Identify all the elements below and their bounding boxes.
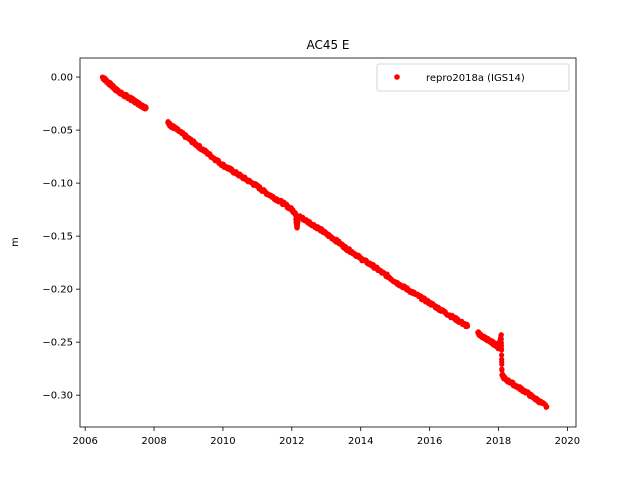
x-tick-label: 2010 bbox=[210, 436, 235, 447]
data-point bbox=[498, 336, 504, 342]
y-tick-label: 0.00 bbox=[51, 73, 73, 84]
data-point bbox=[498, 347, 505, 353]
x-tick-label: 2016 bbox=[417, 436, 442, 447]
plot-frame bbox=[79, 57, 577, 428]
x-tick-label: 2018 bbox=[486, 436, 511, 447]
data-point bbox=[544, 404, 550, 410]
data-point bbox=[498, 332, 504, 338]
legend-box bbox=[376, 63, 570, 92]
x-tick-label: 2020 bbox=[555, 436, 580, 447]
x-tick-label: 2014 bbox=[348, 436, 373, 447]
y-tick-label: −0.10 bbox=[42, 179, 73, 190]
y-tick-label: −0.20 bbox=[42, 285, 73, 296]
y-tick-label: −0.05 bbox=[42, 126, 73, 137]
plot-points bbox=[99, 74, 550, 410]
y-tick-label: −0.30 bbox=[42, 391, 73, 402]
y-tick-label: −0.25 bbox=[42, 338, 73, 349]
y-axis: 0.00 −0.05 −0.10 −0.15 −0.20 −0.25 −0.30 bbox=[42, 73, 80, 402]
y-axis-label: m bbox=[10, 237, 21, 247]
x-tick-label: 2008 bbox=[141, 436, 166, 447]
data-point bbox=[499, 367, 505, 373]
x-tick-label: 2006 bbox=[72, 436, 97, 447]
data-point bbox=[499, 352, 505, 358]
data-point bbox=[464, 323, 471, 329]
legend-label: repro2018a (IGS14) bbox=[426, 73, 525, 84]
legend: repro2018a (IGS14) bbox=[376, 63, 570, 92]
data-point bbox=[499, 361, 505, 367]
x-tick-label: 2012 bbox=[279, 436, 304, 447]
x-axis: 2006 2008 2010 2012 2014 2016 2018 2020 bbox=[72, 427, 580, 447]
legend-marker bbox=[394, 74, 400, 80]
y-tick-label: −0.15 bbox=[42, 232, 73, 243]
chart-title: AC45 E bbox=[306, 38, 349, 52]
data-point bbox=[143, 105, 149, 111]
